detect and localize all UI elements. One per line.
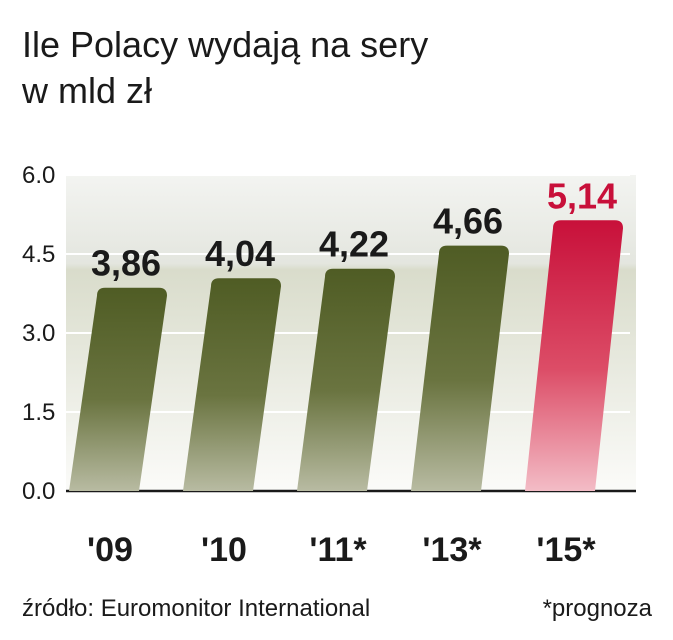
bar xyxy=(69,287,167,491)
value-label: 4,22 xyxy=(319,224,389,265)
value-label: 5,14 xyxy=(547,175,617,216)
bar-chart: 3,86 4,04 4,224,665,14 '09'10'11* '13* '15* … xyxy=(22,162,636,569)
y-tick-label: 3.0 xyxy=(22,320,55,347)
x-tick-label: '10 xyxy=(201,531,247,569)
y-tick-label: 0.0 xyxy=(22,478,55,505)
footer: źródło: Euromonitor International *progn… xyxy=(22,595,652,627)
bar xyxy=(525,220,623,491)
y-tick-label: 1.5 xyxy=(22,399,55,426)
bar xyxy=(183,278,281,491)
forecast-note: *prognoza xyxy=(542,595,652,622)
y-tick-label: 4.5 xyxy=(22,241,55,268)
x-tick-label: '11* xyxy=(309,531,367,569)
value-label: 4,04 xyxy=(205,233,275,274)
source-note: źródło: Euromonitor International xyxy=(22,595,371,622)
y-tick-label: 6.0 xyxy=(22,162,55,189)
chart-title-block: Ile Polacy wydają na sery w mld zł xyxy=(22,22,662,114)
bar xyxy=(297,268,395,491)
chart-subtitle: w mld zł xyxy=(22,70,153,111)
bar xyxy=(411,245,509,491)
x-tick-label: '15* xyxy=(536,531,596,569)
chart-title: Ile Polacy wydają na sery xyxy=(22,24,429,65)
value-label: 3,86 xyxy=(91,243,161,284)
value-label: 4,66 xyxy=(433,201,503,242)
x-tick-label: '13* xyxy=(422,531,482,569)
x-tick-label: '09 xyxy=(87,531,133,569)
